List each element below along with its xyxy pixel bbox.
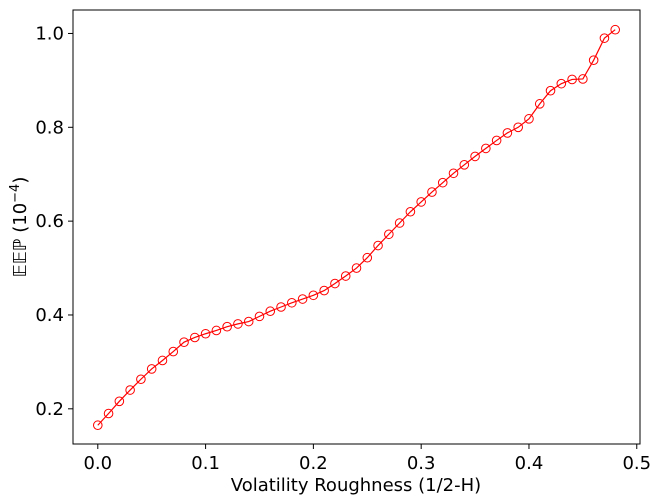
- data-point: [114, 396, 125, 407]
- x-axis-ticks: 0.0 0.1 0.2 0.3 0.4 0.5: [83, 444, 650, 474]
- data-point: [308, 290, 319, 301]
- data-point: [534, 99, 545, 109]
- x-tick-label: 0.5: [622, 453, 650, 474]
- data-point: [211, 325, 222, 336]
- x-tick-label: 0.0: [83, 453, 112, 474]
- y-tick-label: 1.0: [35, 23, 64, 44]
- data-point: [103, 408, 114, 419]
- series-layer: [92, 24, 621, 431]
- data-point: [545, 85, 556, 96]
- data-point: [297, 294, 308, 304]
- y-tick-label: 0.2: [35, 399, 64, 420]
- data-point: [265, 306, 276, 317]
- data-point: [599, 33, 610, 43]
- data-point: [427, 187, 437, 197]
- y-axis-ticks: 0.2 0.4 0.6 0.8 1.0: [35, 23, 73, 420]
- data-point: [168, 346, 179, 357]
- data-point: [437, 177, 448, 188]
- data-point: [384, 229, 394, 240]
- data-point: [481, 143, 491, 154]
- data-point: [340, 271, 351, 281]
- data-point: [319, 285, 329, 296]
- y-tick-label: 0.4: [35, 305, 64, 326]
- data-point: [330, 278, 340, 289]
- data-point: [276, 302, 286, 312]
- data-point: [157, 355, 168, 366]
- data-point: [200, 328, 211, 339]
- x-tick-label: 0.3: [407, 453, 436, 474]
- data-point: [524, 114, 534, 124]
- data-point: [146, 364, 157, 374]
- data-point: [233, 319, 243, 329]
- data-point: [567, 74, 577, 85]
- x-tick-label: 0.4: [515, 453, 544, 474]
- data-point: [416, 197, 426, 207]
- data-point: [222, 321, 232, 332]
- y-axis-label-close: ): [10, 177, 31, 184]
- data-point: [556, 78, 567, 89]
- data-point: [351, 263, 362, 273]
- plot-area-frame: [72, 9, 641, 445]
- data-point: [92, 420, 103, 431]
- data-point: [459, 160, 470, 170]
- data-point: [502, 128, 513, 138]
- x-tick-label: 0.2: [299, 453, 328, 474]
- y-axis-label: 𝔼𝔼ℙ (10−4): [8, 177, 31, 278]
- x-tick-label: 0.1: [191, 453, 220, 474]
- data-point: [362, 252, 373, 263]
- data-point: [243, 316, 254, 327]
- data-point: [179, 337, 189, 347]
- y-axis-label-exponent: −4: [8, 184, 23, 203]
- data-point: [448, 168, 459, 179]
- data-point: [405, 206, 416, 217]
- series-line: [97, 29, 616, 426]
- data-point: [190, 332, 200, 343]
- data-point: [136, 374, 146, 385]
- data-point: [287, 297, 297, 308]
- data-point: [470, 151, 480, 162]
- data-point: [588, 55, 599, 66]
- y-axis-label-main: 𝔼𝔼ℙ (10: [10, 203, 31, 278]
- x-axis-label: Volatility Roughness (1/2-H): [231, 475, 481, 496]
- data-point: [491, 135, 502, 146]
- y-tick-label: 0.6: [35, 211, 64, 232]
- data-point: [254, 311, 265, 322]
- data-point: [125, 385, 135, 395]
- data-point: [610, 24, 621, 35]
- data-point: [373, 240, 383, 251]
- data-point: [513, 122, 523, 133]
- data-point: [394, 218, 405, 228]
- y-tick-label: 0.8: [35, 117, 64, 138]
- data-point: [578, 74, 588, 84]
